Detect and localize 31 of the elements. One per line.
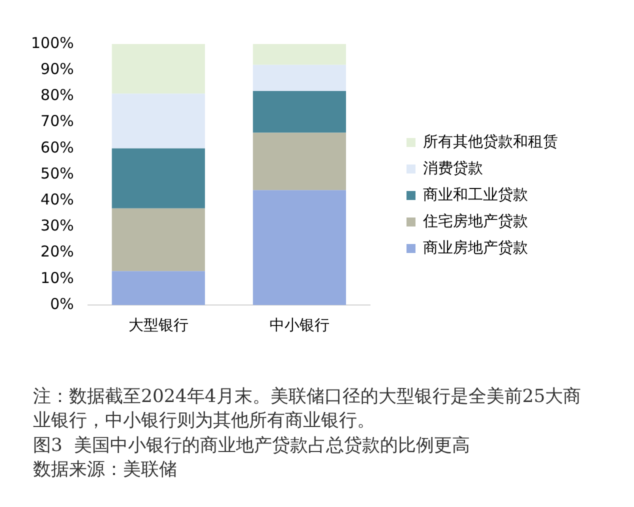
bar [252,44,346,65]
y-tick-label: 60% [40,138,74,156]
legend-label: 商业房地产贷款 [423,238,528,256]
y-tick-label: 100% [30,34,74,52]
bar [112,44,205,94]
y-tick-label: 10% [40,268,74,287]
bar [252,132,346,190]
bar [252,190,346,305]
x-tick-label: 大型银行 [128,316,188,334]
legend-label: 商业和工业贷款 [423,185,528,204]
text: 注：数据截至2024年4月末。美联储口径的大型银行是全美前25大商业银行，中小银行则为其他所有商业银行。 [32,385,582,433]
bar [112,271,205,305]
bar [252,64,346,91]
x-tick-label: 中小银行 [269,316,330,334]
legend-label: 住宅房地产贷款 [422,212,528,230]
y-tick-label: 40% [40,190,74,208]
text: 图3 美国中小银行的商业地产贷款占总贷款的比例更高 [32,434,471,458]
y-tick-label: 70% [40,112,74,130]
y-tick-label: 30% [40,216,74,235]
legend-label: 消费贷款 [423,158,483,177]
y-tick-label: 50% [40,164,74,182]
bar [112,148,205,208]
legend-label: 所有其他贷款和租赁 [423,132,558,150]
y-tick-label: 90% [40,60,74,78]
bar [112,208,205,272]
bar [112,94,205,148]
source-note: 数据来源：美联储 [32,458,178,482]
bar [252,90,346,133]
y-tick-label: 80% [40,86,74,104]
y-tick-label: 0% [50,294,74,313]
y-tick-label: 20% [40,242,74,261]
